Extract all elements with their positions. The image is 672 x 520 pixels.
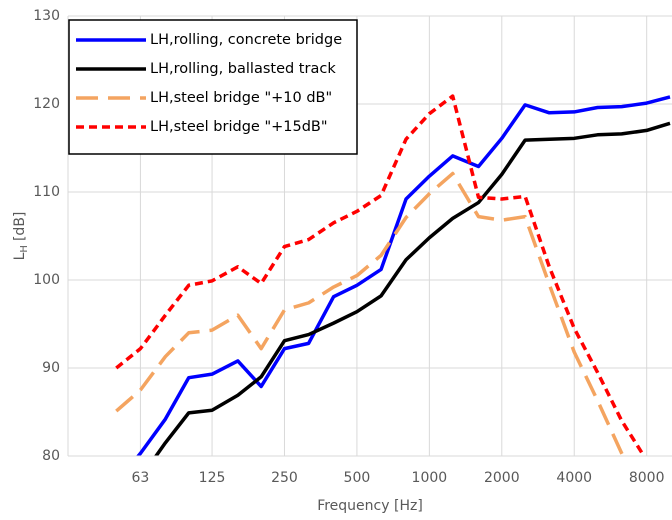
x-tick-label: 125: [199, 470, 226, 486]
x-tick-label: 8000: [629, 470, 665, 486]
legend-label: LH,rolling, concrete bridge: [150, 32, 342, 48]
y-axis-label: LH [dB]: [12, 212, 30, 261]
series-line: [115, 94, 646, 456]
y-label-unit: [dB]: [12, 212, 28, 241]
series-line: [135, 95, 671, 456]
legend-label: LH,steel bridge "+15dB": [150, 119, 328, 135]
plot-lines: [115, 94, 671, 456]
x-axis-label: Frequency [Hz]: [317, 498, 423, 514]
x-tick-label: 250: [271, 470, 298, 486]
y-tick-label: 110: [33, 184, 60, 200]
y-label-sub: H: [19, 245, 30, 253]
x-tick-label: 4000: [556, 470, 592, 486]
x-tick-label: 63: [132, 470, 150, 486]
grid: [68, 15, 672, 457]
legend-box: [68, 19, 358, 155]
series-line: [115, 171, 626, 456]
legend-label: LH,steel bridge "+10 dB": [150, 90, 332, 106]
y-tick-label: 80: [42, 448, 60, 464]
y-tick-label: 130: [33, 8, 60, 24]
x-tick-label: 2000: [484, 470, 520, 486]
series-line: [153, 121, 671, 456]
y-tick-label: 90: [42, 360, 60, 376]
legend-label: LH,rolling, ballasted track: [150, 61, 336, 77]
legend: LH,rolling, concrete bridge LH,rolling, b…: [68, 19, 358, 155]
y-label-main: L: [12, 252, 28, 260]
x-tick-label: 500: [344, 470, 371, 486]
x-tick-label: 1000: [412, 470, 448, 486]
y-tick-label: 100: [33, 272, 60, 288]
y-tick-label: 120: [33, 96, 60, 112]
